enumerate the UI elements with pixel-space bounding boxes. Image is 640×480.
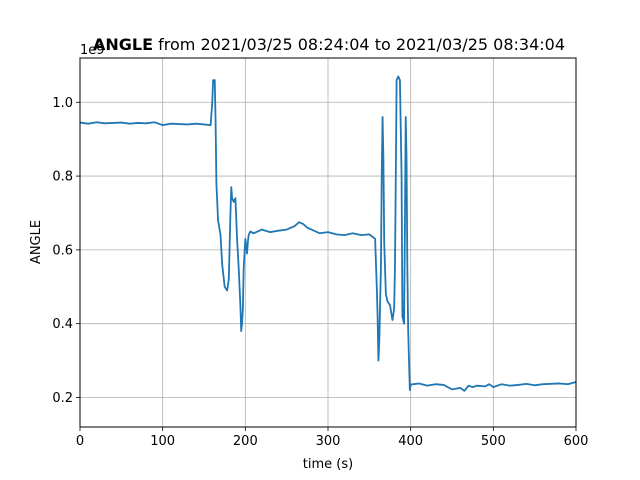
y-tick-label: 0.8	[52, 170, 73, 185]
x-tick-label: 100	[150, 434, 175, 449]
y-offset-label: 1e9	[80, 43, 105, 58]
x-tick-label: 200	[233, 434, 258, 449]
y-tick-label: 0.6	[52, 243, 73, 258]
chart-title-rest: from 2021/03/25 08:24:04 to 2021/03/25 0…	[153, 35, 565, 54]
chart-title: ANGLE from 2021/03/25 08:24:04 to 2021/0…	[93, 35, 565, 54]
x-tick-label: 0	[76, 434, 84, 449]
x-tick-label: 400	[398, 434, 423, 449]
x-axis-label: time (s)	[303, 457, 353, 472]
x-tick-label: 500	[481, 434, 506, 449]
x-tick-label: 300	[316, 434, 341, 449]
y-tick-label: 1.0	[52, 96, 73, 111]
y-tick-label: 0.4	[52, 317, 73, 332]
x-tick-label: 600	[564, 434, 589, 449]
y-axis-label: ANGLE	[29, 220, 44, 264]
y-tick-label: 0.2	[52, 391, 73, 406]
